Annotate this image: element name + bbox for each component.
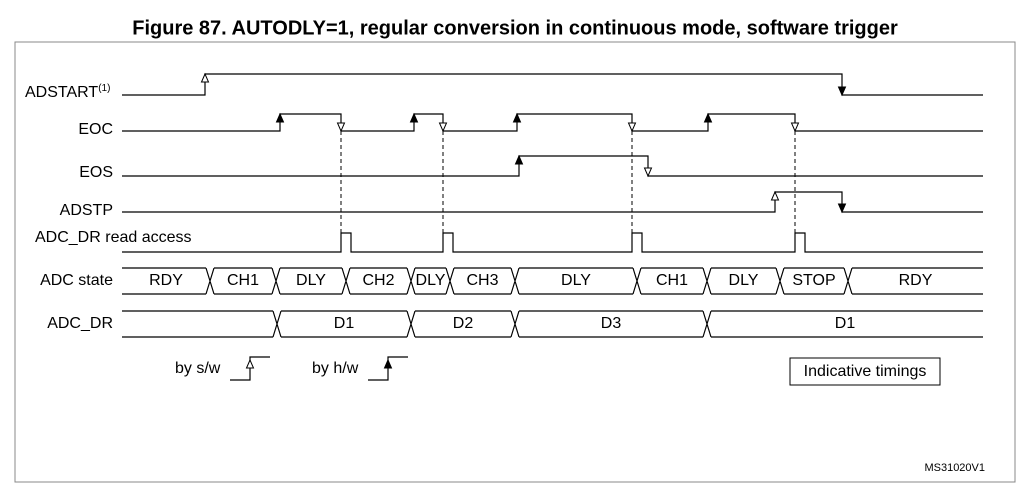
edge-arrow: [409, 112, 419, 123]
bus-segment-label: CH2: [362, 272, 394, 289]
bus-segment-label: STOP: [792, 272, 835, 289]
title: Figure 87. AUTODLY=1, regular conversion…: [132, 17, 898, 39]
signal-label: ADSTP: [60, 202, 113, 219]
bus-segment-label: D1: [334, 315, 355, 332]
signal-label: EOC: [78, 121, 113, 138]
frame: [14, 41, 1016, 483]
bus-outline: [122, 310, 983, 338]
edge-arrow: [275, 112, 285, 123]
legend-label: by s/w: [175, 360, 221, 377]
read-access-wave: [122, 232, 983, 253]
bus-outline: [122, 267, 983, 295]
bus-segment-label: D2: [453, 315, 474, 332]
bus-segment-label: DLY: [729, 272, 759, 289]
edge-arrow: [770, 190, 780, 201]
bus-segment-label: CH3: [466, 272, 498, 289]
bus-segment-label: D3: [601, 315, 622, 332]
bus-segment-label: RDY: [149, 272, 183, 289]
diagram-body: ADSTART(1) EOC EOS ADSTP ADC_DR read access A…: [25, 72, 985, 474]
signal-superscript: (1): [98, 83, 110, 94]
bus-label: ADC_DR: [47, 315, 113, 332]
bus-segment-label: CH1: [227, 272, 259, 289]
edge-arrow: [383, 358, 393, 369]
bus-segment-label: DLY: [561, 272, 591, 289]
note-box: [789, 357, 941, 386]
edge-arrow: [790, 122, 800, 133]
adstart-wave: [122, 73, 983, 96]
eoc-wave: [122, 113, 983, 132]
edge-arrow: [514, 154, 524, 165]
edge-arrow: [703, 112, 713, 123]
bus-label: ADC state: [40, 272, 113, 289]
signal-label: ADC_DR read access: [35, 229, 192, 246]
edge-arrow: [245, 358, 255, 369]
edge-arrow: [200, 72, 210, 83]
figure-id: MS31020V1: [924, 462, 985, 474]
edge-arrow: [627, 122, 637, 133]
bus-segment-label: DLY: [296, 272, 326, 289]
adstp-wave: [122, 191, 983, 213]
signal-label: EOS: [79, 164, 113, 181]
bus-segment-label: RDY: [899, 272, 933, 289]
edge-arrow: [837, 86, 847, 97]
legend-label: by h/w: [312, 360, 359, 377]
edge-arrow: [643, 167, 653, 178]
edge-arrow: [512, 112, 522, 123]
eos-wave: [122, 155, 983, 177]
bus-segment-label: D1: [835, 315, 856, 332]
edge-arrow: [837, 203, 847, 214]
bus-segment-label: DLY: [416, 272, 446, 289]
signal-label: ADSTART(1): [25, 83, 110, 102]
edge-arrow: [438, 122, 448, 133]
bus-segment-label: CH1: [656, 272, 688, 289]
edge-arrow: [336, 122, 346, 133]
note: Indicative timings: [804, 363, 927, 380]
